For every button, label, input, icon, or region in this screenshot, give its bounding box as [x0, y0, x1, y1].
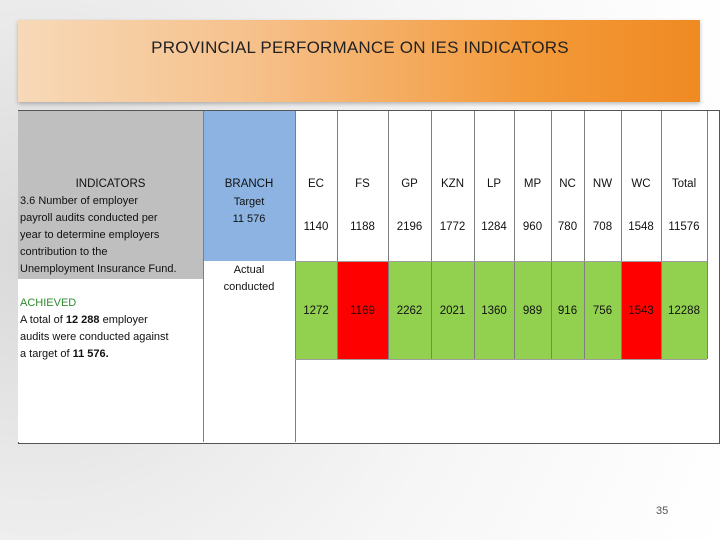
actual-fs: 1169 [350, 305, 375, 317]
indicators-header: INDICATORS [75, 178, 146, 190]
actual-total: 12288 [668, 305, 700, 317]
target-nw: 708 [592, 221, 613, 233]
grid-line [337, 111, 338, 359]
grid-line [431, 111, 432, 359]
grid-line [295, 111, 296, 442]
actual-wc: 1543 [628, 305, 654, 317]
target-total: 11576 [668, 221, 700, 233]
cell-ec-actual-bg [295, 261, 337, 359]
province-header-gp: GP [401, 178, 418, 190]
target-gp: 2196 [396, 221, 423, 233]
branch-actual-label: Actual [233, 264, 265, 276]
achieved-line-1: A total of 12 288 employer [20, 314, 148, 326]
indicator-line: 3.6 Number of employer [20, 195, 138, 207]
grid-line [551, 111, 552, 359]
page-number: 35 [656, 505, 669, 517]
province-header-ec: EC [308, 178, 324, 190]
grid-line [707, 111, 708, 359]
actual-nc: 916 [557, 305, 578, 317]
province-header-nc: NC [559, 178, 576, 190]
title-banner [18, 20, 700, 102]
grid-line [621, 111, 622, 359]
achieved-total: 12 288 [65, 314, 100, 326]
indicator-line: year to determine employers [20, 229, 160, 241]
actual-nw: 756 [592, 305, 613, 317]
achieved-line-4: a target of 11 576. [20, 348, 109, 360]
actual-mp: 989 [522, 305, 543, 317]
grid-line [203, 111, 204, 442]
grid-line [295, 359, 707, 360]
target-wc: 1548 [628, 221, 654, 233]
province-header-kzn: KZN [441, 178, 464, 190]
achieved-target: 11 576. [72, 348, 109, 360]
province-header-wc: WC [631, 178, 651, 190]
province-header-total: Total [671, 178, 697, 190]
actual-gp: 2262 [396, 305, 423, 317]
branch-target-label: Target [233, 196, 265, 208]
cell-total-actual-bg [661, 261, 707, 359]
achieved-label: ACHIEVED [20, 297, 77, 309]
target-mp: 960 [522, 221, 543, 233]
cell-gp-nw-actual-bg [388, 261, 621, 359]
province-header-lp: LP [486, 178, 502, 190]
cell-fs-actual-bg [337, 261, 388, 359]
branch-target-value: 11 576 [232, 213, 266, 225]
grid-line [661, 111, 662, 359]
grid-line [388, 111, 389, 359]
indicators-column [18, 111, 203, 442]
province-header-mp: MP [523, 178, 542, 190]
indicator-line: payroll audits conducted per [20, 212, 158, 224]
province-header-fs: FS [355, 178, 370, 190]
achieved-panel [18, 279, 203, 442]
grid-line [584, 111, 585, 359]
actual-ec: 1272 [303, 305, 329, 317]
target-ec: 1140 [303, 221, 329, 233]
province-header-nw: NW [592, 178, 613, 190]
grid-line [295, 261, 707, 262]
actual-lp: 1360 [481, 305, 507, 317]
actual-kzn: 2021 [439, 305, 466, 317]
achieved-line-3: audits were conducted against [20, 331, 169, 343]
indicator-line: contribution to the [20, 246, 108, 258]
branch-actual-label: conducted [223, 281, 275, 293]
branch-header: BRANCH [224, 178, 274, 190]
target-lp: 1284 [481, 221, 507, 233]
grid-line [474, 111, 475, 359]
branch-header-cell [203, 111, 295, 261]
indicator-line: Unemployment Insurance Fund. [20, 263, 177, 275]
target-nc: 780 [557, 221, 578, 233]
grid-line [514, 111, 515, 359]
slide-title: PROVINCIAL PERFORMANCE ON IES INDICATORS [151, 38, 569, 57]
target-fs: 1188 [350, 221, 375, 233]
cell-wc-actual-bg [621, 261, 661, 359]
target-kzn: 1772 [439, 221, 466, 233]
